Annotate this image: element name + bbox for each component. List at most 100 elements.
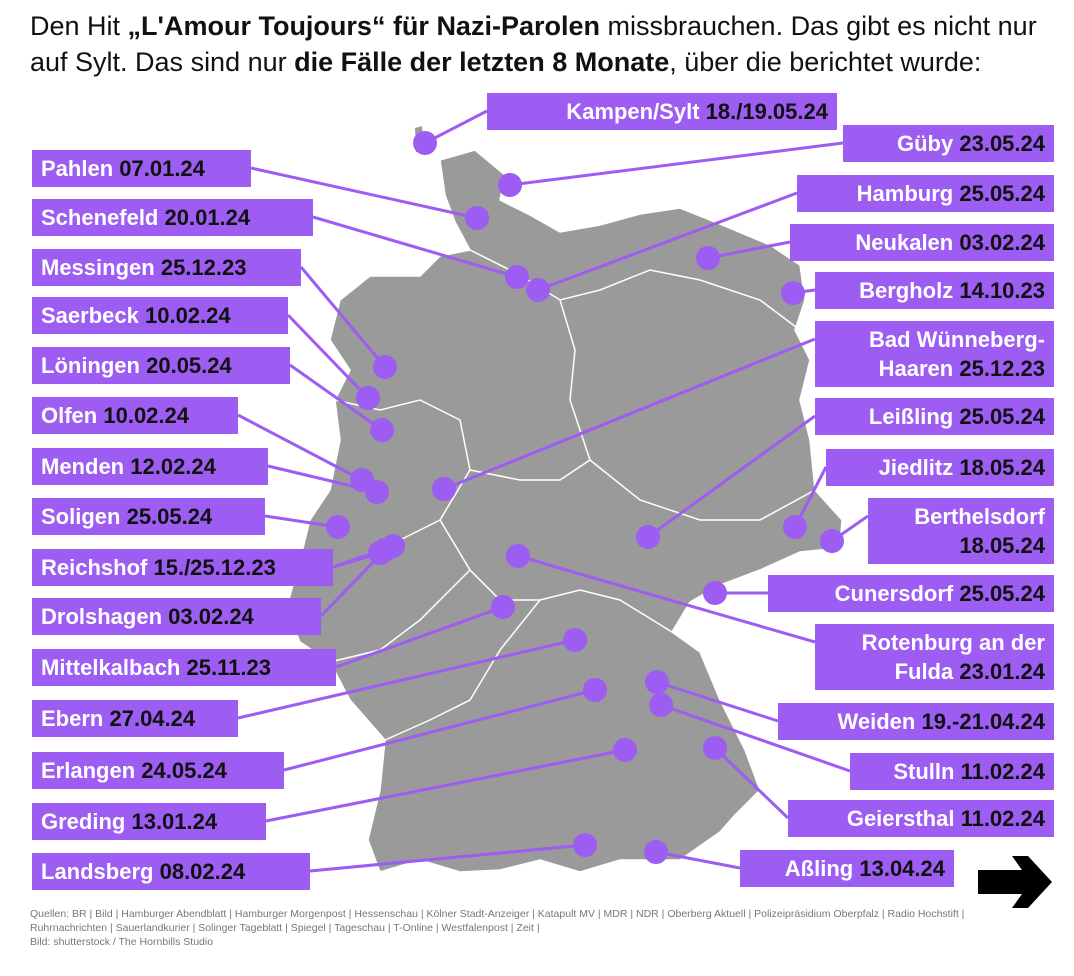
place-name: Olfen xyxy=(41,403,98,428)
location-label: Cunersdorf 25.05.24 xyxy=(768,575,1054,612)
place-name: Menden xyxy=(41,454,125,479)
location-label: Ebern 27.04.24 xyxy=(32,700,238,737)
place-name: Landsberg xyxy=(41,859,154,884)
place-name: Löningen xyxy=(41,353,140,378)
place-name: Erlangen xyxy=(41,758,136,783)
location-label: Reichshof 15./25.12.23 xyxy=(32,549,333,586)
leader-line xyxy=(299,266,387,368)
leader-line xyxy=(250,166,478,220)
headline-bold: „L'Amour Toujours“ für Nazi-Parolen xyxy=(127,11,600,41)
location-dot xyxy=(498,173,522,197)
place-name: Weiden xyxy=(837,709,916,734)
location-dot xyxy=(696,246,720,270)
location-dot xyxy=(573,833,597,857)
location-label: Weiden 19.-21.04.24 xyxy=(778,703,1054,740)
leader-line xyxy=(537,191,798,292)
case-date: 25.05.24 xyxy=(126,504,213,529)
leader-line xyxy=(509,141,844,187)
location-dots xyxy=(326,131,844,864)
location-label: Berthelsdorf 18.05.24 xyxy=(868,498,1054,564)
leader-line xyxy=(656,680,779,723)
case-date: 23.05.24 xyxy=(959,131,1045,156)
location-dot xyxy=(613,738,637,762)
case-date: 18.05.24 xyxy=(959,533,1045,558)
location-label: Jiedlitz 18.05.24 xyxy=(826,449,1054,486)
location-dot xyxy=(370,418,394,442)
place-name: Rotenburg an der Fulda xyxy=(861,630,1045,684)
leader-line xyxy=(289,363,383,432)
case-date: 24.05.24 xyxy=(141,758,227,783)
location-label: Drolshagen 03.02.24 xyxy=(32,598,321,635)
location-label: Mittelkalbach 25.11.23 xyxy=(32,649,336,686)
headline: Den Hit „L'Amour Toujours“ für Nazi-Paro… xyxy=(30,8,1065,80)
leader-line xyxy=(312,215,518,279)
case-date: 18.05.24 xyxy=(959,455,1045,480)
location-label: Soligen 25.05.24 xyxy=(32,498,265,535)
place-name: Neukalen xyxy=(855,230,954,255)
location-label: Rotenburg an der Fulda 23.01.24 xyxy=(815,624,1054,690)
location-dot xyxy=(644,840,668,864)
leader-line xyxy=(655,850,741,870)
place-name: Hamburg xyxy=(856,181,954,206)
location-dot xyxy=(491,595,515,619)
leader-line xyxy=(660,703,851,773)
place-name: Güby xyxy=(897,131,954,156)
case-date: 13.01.24 xyxy=(131,809,218,834)
case-date: 25.05.24 xyxy=(959,404,1045,429)
location-dot xyxy=(783,515,807,539)
case-date: 25.05.24 xyxy=(959,581,1045,606)
case-date: 19.-21.04.24 xyxy=(921,709,1045,734)
case-date: 13.04.24 xyxy=(859,856,945,881)
case-date: 25.12.23 xyxy=(959,356,1045,381)
case-date: 25.11.23 xyxy=(186,655,271,680)
headline-text: missbrauchen. Das gibt es nicht nur auf … xyxy=(30,11,1037,77)
location-label: Kampen/Sylt 18./19.05.24 xyxy=(487,93,837,130)
leader-line xyxy=(443,337,816,491)
place-name: Jiedlitz xyxy=(878,455,954,480)
leader-line xyxy=(309,843,586,873)
location-dot xyxy=(820,529,844,553)
leader-line xyxy=(237,638,576,720)
case-date: 25.05.24 xyxy=(959,181,1045,206)
case-date: 14.10.23 xyxy=(959,278,1045,303)
place-name: Bad Wünneberg-Haaren xyxy=(869,327,1045,381)
location-dot xyxy=(432,477,456,501)
sources: Quellen: BR | Bild | Hamburger Abendblat… xyxy=(30,907,1040,949)
place-name: Aßling xyxy=(784,856,854,881)
location-dot xyxy=(373,355,397,379)
location-dot xyxy=(636,525,660,549)
border xyxy=(469,459,591,481)
location-label: Olfen 10.02.24 xyxy=(32,397,238,434)
place-name: Berthelsdorf xyxy=(914,504,1045,529)
headline-text: Den Hit xyxy=(30,11,128,41)
location-dot xyxy=(781,281,805,305)
location-label: Menden 12.02.24 xyxy=(32,448,268,485)
place-name: Ebern xyxy=(41,706,104,731)
location-dot xyxy=(526,278,550,302)
case-date: 10.02.24 xyxy=(103,403,189,428)
border xyxy=(559,299,816,521)
location-label: Pahlen 07.01.24 xyxy=(32,150,251,187)
case-date: 11.02.24 xyxy=(960,759,1045,784)
location-label: Greding 13.01.24 xyxy=(32,803,266,840)
place-name: Cunersdorf xyxy=(834,581,954,606)
case-date: 15./25.12.23 xyxy=(153,555,276,580)
case-date: 18./19.05.24 xyxy=(705,99,828,124)
place-name: Drolshagen xyxy=(41,604,163,629)
place-name: Pahlen xyxy=(41,156,114,181)
leader-lines xyxy=(237,109,869,873)
location-label: Messingen 25.12.23 xyxy=(32,249,301,286)
location-dot xyxy=(365,480,389,504)
location-label: Hamburg 25.05.24 xyxy=(797,175,1054,212)
location-label: Landsberg 08.02.24 xyxy=(32,853,310,890)
location-dot xyxy=(583,678,607,702)
leader-line xyxy=(283,688,596,772)
location-dot xyxy=(413,131,437,155)
case-date: 08.02.24 xyxy=(159,859,246,884)
border xyxy=(384,599,541,741)
leader-line xyxy=(286,313,370,400)
place-name: Geiersthal xyxy=(846,806,955,831)
place-name: Leißling xyxy=(868,404,954,429)
location-label: Leißling 25.05.24 xyxy=(815,398,1054,435)
